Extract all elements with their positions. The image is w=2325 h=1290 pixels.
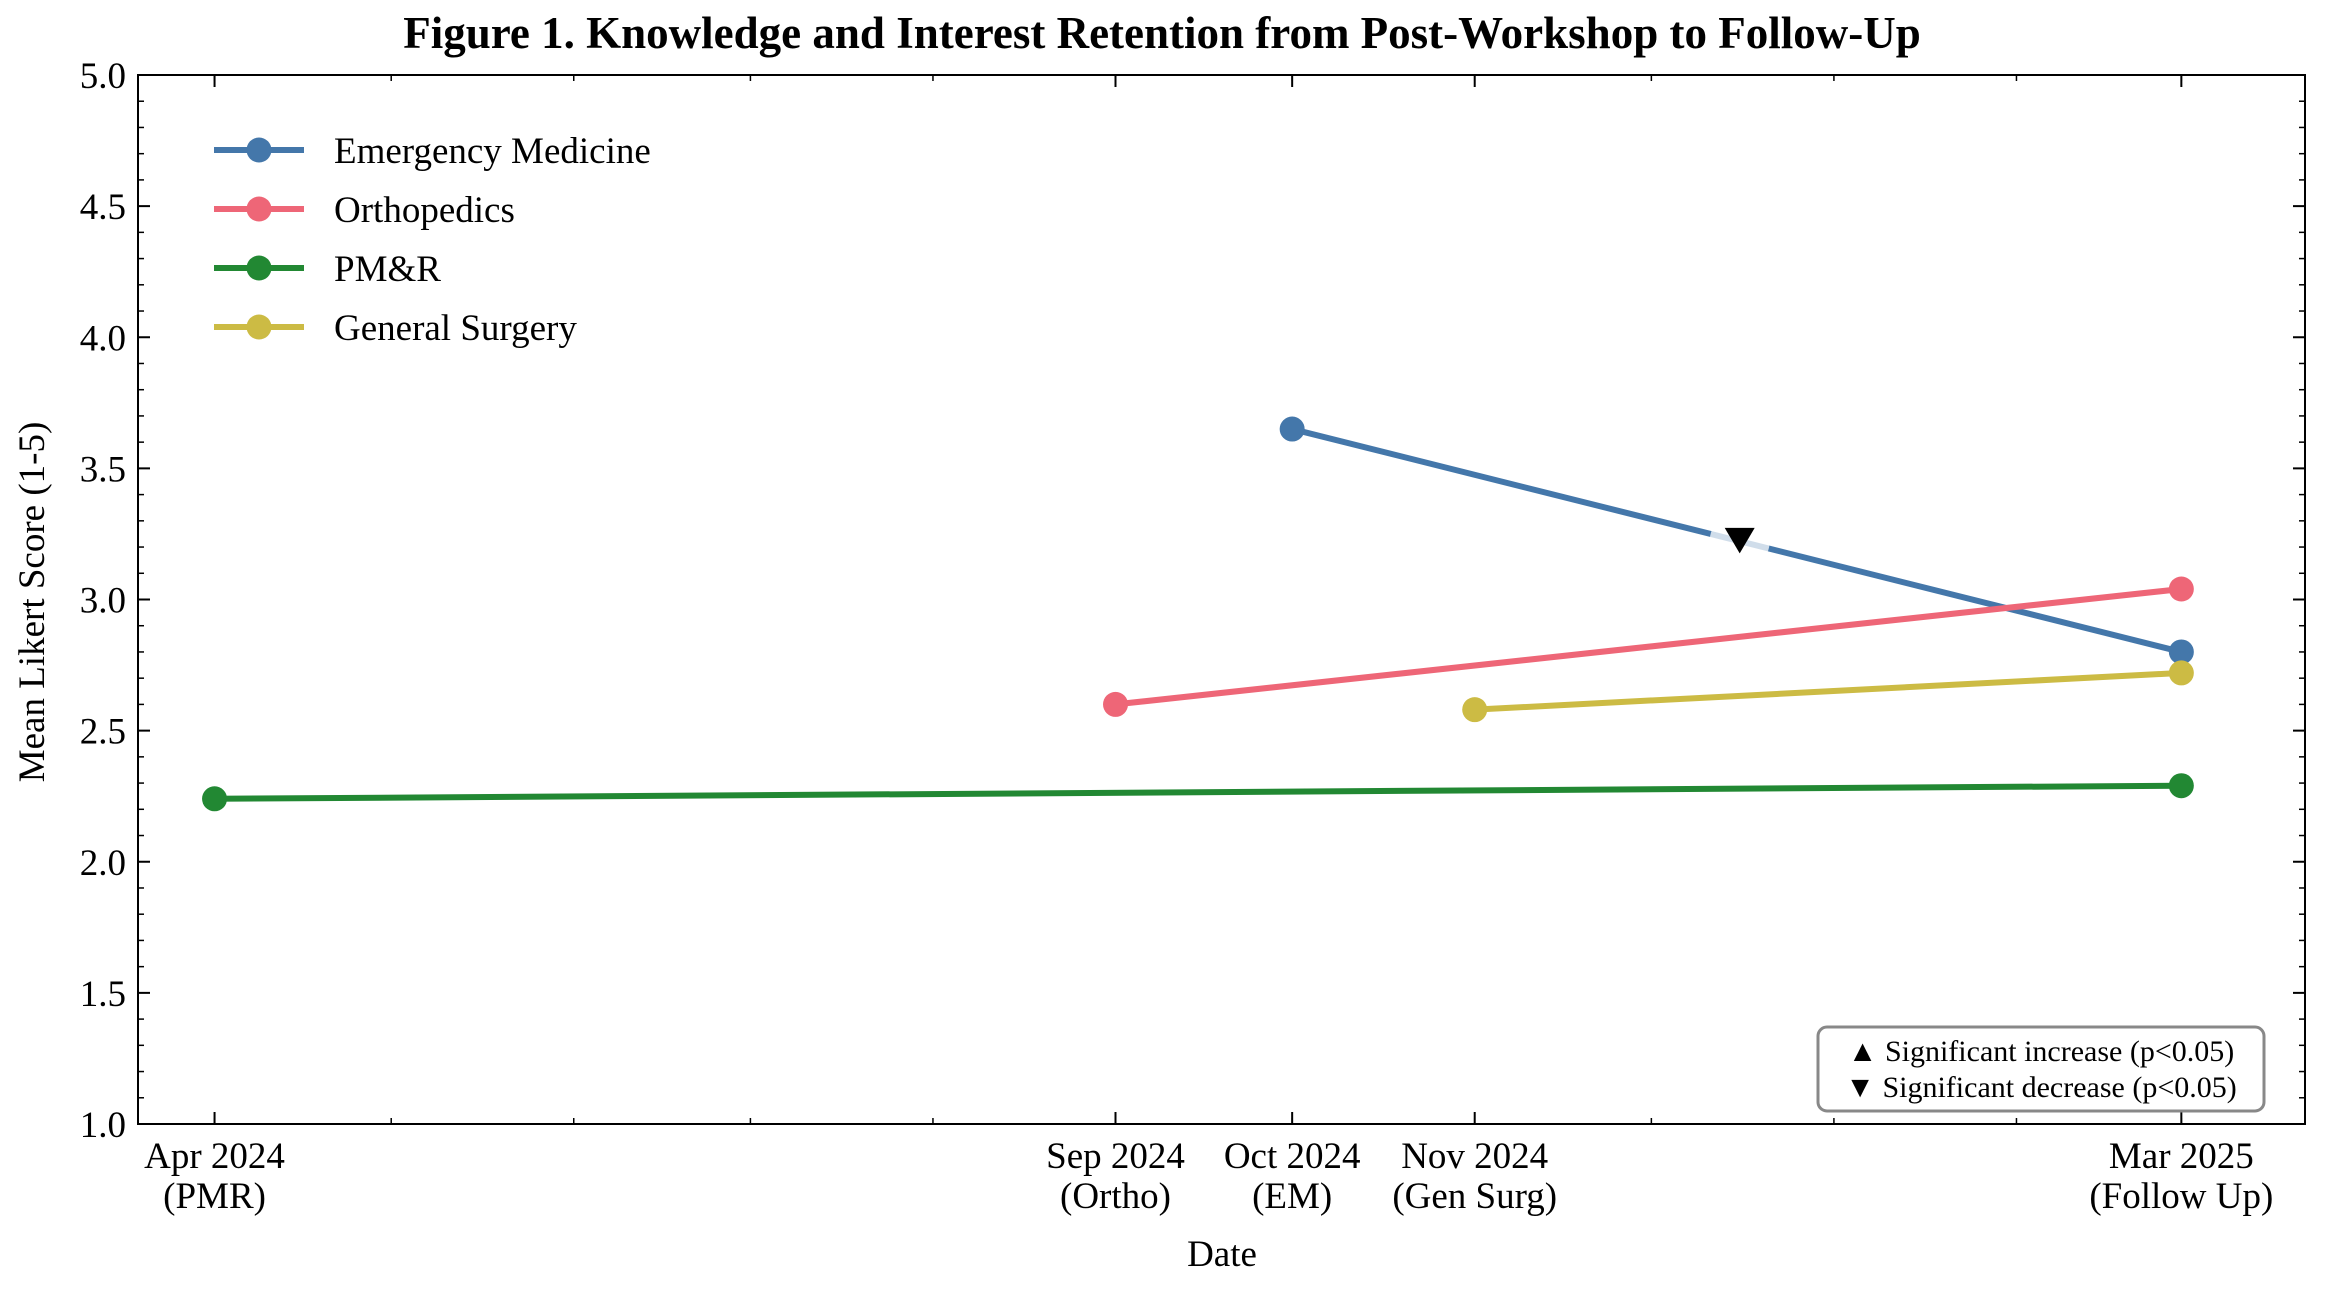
x-tick-label: (PMR) <box>163 1176 266 1217</box>
y-tick-label: 1.0 <box>80 1105 126 1146</box>
data-point <box>202 786 228 812</box>
y-tick-label: 3.5 <box>80 449 126 490</box>
x-axis-label: Date <box>1187 1234 1257 1275</box>
data-point <box>1462 697 1488 723</box>
chart-title: Figure 1. Knowledge and Interest Retenti… <box>403 8 1920 58</box>
y-tick-label: 2.5 <box>80 712 126 753</box>
y-tick-label: 3.0 <box>80 581 126 622</box>
data-point <box>2168 773 2194 799</box>
y-tick-label: 2.0 <box>80 843 126 884</box>
note-line: ▲ Significant increase (p<0.05) <box>1848 1035 2235 1068</box>
data-point <box>1103 691 1129 717</box>
legend-swatch-marker <box>246 196 272 222</box>
x-tick-label: (Follow Up) <box>2089 1176 2273 1217</box>
y-tick-label: 4.0 <box>80 318 126 359</box>
legend-label: PM&R <box>334 249 441 290</box>
y-tick-label: 5.0 <box>80 56 126 97</box>
series-line <box>1474 669 2182 713</box>
legend-label: Emergency Medicine <box>334 131 651 172</box>
legend-swatch-marker <box>246 314 272 340</box>
note-box <box>1816 1025 2266 1113</box>
x-tick-label: Nov 2024 <box>1401 1136 1548 1177</box>
significance-marker <box>1724 527 1755 554</box>
x-tick-label: (Gen Surg) <box>1392 1176 1557 1217</box>
series-line <box>214 782 2182 802</box>
data-point <box>2168 576 2194 602</box>
y-tick-label: 4.5 <box>80 187 126 228</box>
y-tick-label: 1.5 <box>80 974 126 1015</box>
legend-swatch-marker <box>246 255 272 281</box>
x-tick-label: Apr 2024 <box>144 1136 285 1177</box>
x-tick-label: Mar 2025 <box>2109 1136 2254 1177</box>
legend: Emergency Medicine Orthopedics PM&R General… <box>214 131 651 349</box>
data-point <box>2168 639 2194 665</box>
significance-note: ▲ Significant increase (p<0.05)▼ Signifi… <box>1816 1025 2266 1113</box>
data-point <box>2168 660 2194 686</box>
legend-label: General Surgery <box>334 308 577 349</box>
x-tick-label: Sep 2024 <box>1046 1136 1185 1177</box>
x-tick-label: Oct 2024 <box>1224 1136 1361 1177</box>
plot-frame <box>137 74 2306 1125</box>
x-tick-label: (EM) <box>1252 1176 1332 1217</box>
plot-area: 1.0 1.5 2.0 2.5 3.0 3.5 4.0 4.5 5.0 Apr 2024(PMR)… <box>80 56 2306 1217</box>
y-axis-label: Mean Likert Score (1-5) <box>12 422 53 783</box>
legend-label: Orthopedics <box>334 190 515 231</box>
x-tick-label: (Ortho) <box>1060 1176 1171 1217</box>
legend-swatch-marker <box>246 137 272 163</box>
note-line: ▼ Significant decrease (p<0.05) <box>1845 1071 2236 1104</box>
data-point <box>1279 416 1305 442</box>
series-line <box>1115 586 2182 708</box>
